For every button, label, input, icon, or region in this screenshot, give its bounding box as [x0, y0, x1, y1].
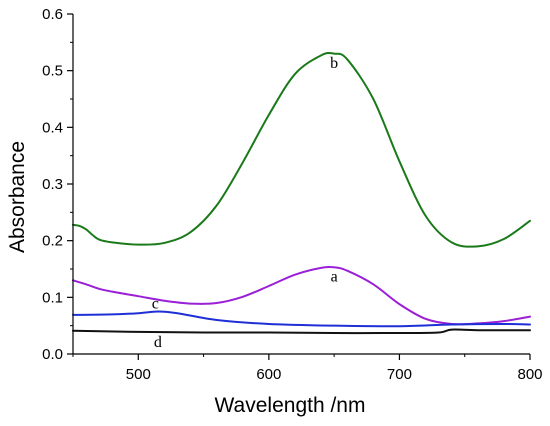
- x-tick-label: 500: [126, 366, 151, 383]
- curve-label-c: c: [152, 296, 159, 313]
- curve-label-a: a: [331, 268, 338, 285]
- x-tick-label: 800: [517, 366, 542, 383]
- curve-label-d: d: [154, 334, 162, 351]
- series-line-c: [72, 310, 531, 328]
- y-tick-label: 0.5: [42, 63, 63, 80]
- x-axis-title: Wavelength /nm: [215, 394, 366, 417]
- x-tick-label: 600: [256, 366, 281, 383]
- y-tick-label: 0.0: [42, 346, 63, 363]
- plot-frame: [72, 14, 530, 355]
- y-tick-label: 0.2: [42, 233, 63, 250]
- x-tick-label: 700: [387, 366, 412, 383]
- y-tick-label: 0.6: [42, 6, 63, 23]
- y-axis-title: Absorbance: [6, 141, 29, 253]
- series-line-a: [72, 265, 531, 326]
- series-line-b: [72, 51, 531, 248]
- y-tick-label: 0.1: [42, 289, 63, 306]
- series-group: [72, 51, 531, 335]
- curve-label-b: b: [330, 55, 338, 72]
- y-tick-label: 0.3: [42, 176, 63, 193]
- series-line-d: [72, 328, 531, 335]
- curve-labels-group: a b c d: [152, 55, 338, 351]
- ticks-group: 500 600 700 800 0.0 0.1 0.2 0.3 0.4 0.5 0.6: [42, 6, 542, 383]
- y-tick-label: 0.4: [42, 119, 63, 136]
